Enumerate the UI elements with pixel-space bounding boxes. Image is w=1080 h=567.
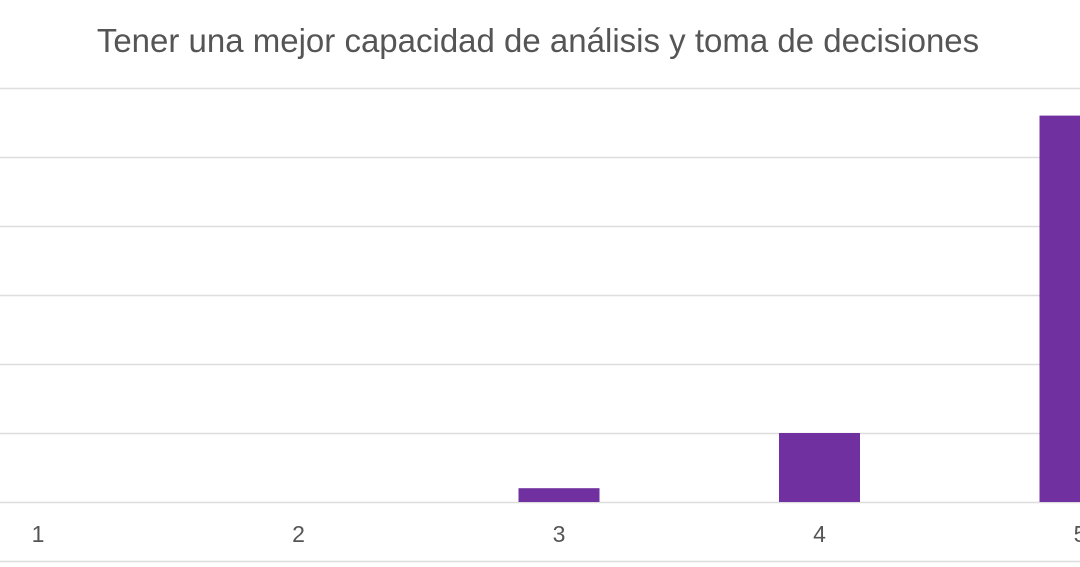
- bar-5: [1039, 115, 1080, 502]
- bar-3: [518, 488, 600, 502]
- bar-4: [779, 433, 860, 502]
- x-axis-ticks: 1 2 3 4 5: [32, 521, 1080, 547]
- chart-title: Tener una mejor capacidad de análisis y …: [96, 22, 980, 59]
- x-tick-label: 3: [553, 521, 566, 547]
- x-tick-label: 5: [1074, 521, 1080, 547]
- x-tick-label: 4: [813, 521, 826, 547]
- gridlines: [0, 87, 1080, 563]
- x-tick-label: 2: [292, 521, 305, 547]
- x-tick-label: 1: [32, 521, 45, 547]
- bars: [518, 115, 1080, 502]
